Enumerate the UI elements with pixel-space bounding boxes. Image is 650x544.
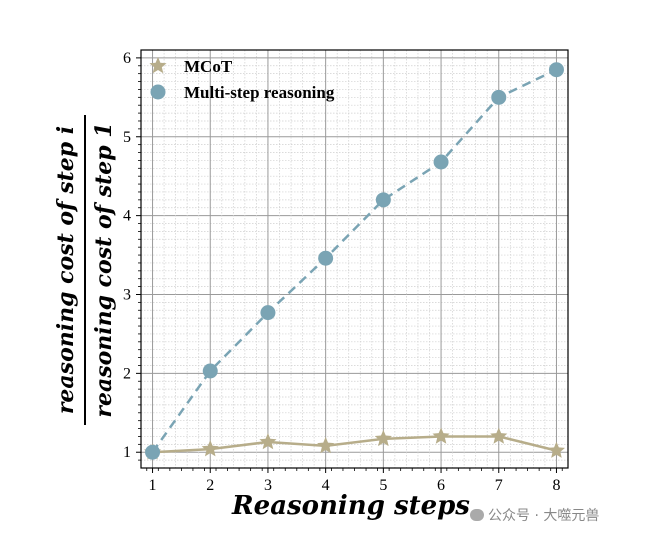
x-tick-label: 7 <box>495 477 503 494</box>
x-tick-label: 4 <box>322 477 330 494</box>
data-point-mcot <box>201 440 219 457</box>
series-line-multi-step-reasoning <box>151 68 557 453</box>
data-point-multi-step-reasoning <box>318 250 334 266</box>
y-axis-label-numerator: reasoning cost of step i <box>53 126 79 414</box>
y-tick-label: 1 <box>123 444 131 461</box>
legend-marker-mcot <box>149 57 167 74</box>
data-point-multi-step-reasoning <box>202 363 218 379</box>
grid <box>140 50 569 468</box>
y-tick-label: 2 <box>123 365 131 382</box>
data-point-mcot <box>547 441 566 458</box>
x-tick-label: 6 <box>437 477 445 494</box>
x-tick-label: 1 <box>149 477 157 494</box>
legend-marker-multi-step-reasoning <box>150 84 166 100</box>
plot-frame <box>140 49 569 469</box>
series-line-mcot <box>152 435 557 454</box>
axis-ticks: 1 2 3 4 5 6 7 8 1 2 3 4 5 6 <box>123 50 563 494</box>
x-axis-label: Reasoning steps <box>231 491 470 521</box>
wechat-icon <box>470 509 484 521</box>
x-tick-label: 2 <box>206 477 214 494</box>
data-point-multi-step-reasoning <box>433 154 449 170</box>
y-tick-label: 4 <box>123 208 131 225</box>
legend-label-multi-step-reasoning: Multi-step reasoning <box>184 83 335 102</box>
data-point-mcot <box>259 432 277 450</box>
x-tick-label: 3 <box>264 477 272 494</box>
y-tick-label: 5 <box>123 129 131 146</box>
data-point-multi-step-reasoning <box>375 192 391 208</box>
y-tick-label: 3 <box>123 286 131 303</box>
y-axis-label: reasoning cost of step i reasoning cost … <box>53 115 117 425</box>
watermark: 公众号 · 大噬元兽 <box>470 505 599 525</box>
data-point-mcot <box>374 429 392 447</box>
y-axis-label-denominator: reasoning cost of step 1 <box>91 122 117 417</box>
data-point-multi-step-reasoning <box>491 89 507 105</box>
y-tick-label: 6 <box>123 50 131 67</box>
data-point-multi-step-reasoning <box>260 305 276 321</box>
data-point-multi-step-reasoning <box>548 62 564 78</box>
legend-label-mcot: MCoT <box>184 57 233 76</box>
data-point-multi-step-reasoning <box>145 444 161 460</box>
data-point-mcot <box>317 436 335 454</box>
data-point-mcot <box>490 427 508 444</box>
x-tick-label: 5 <box>379 477 387 494</box>
series-group <box>143 62 566 460</box>
data-point-mcot <box>432 427 450 444</box>
legend: MCoT Multi-step reasoning <box>149 57 335 102</box>
x-tick-label: 8 <box>552 477 560 494</box>
watermark-text: 公众号 · 大噬元兽 <box>488 508 600 524</box>
